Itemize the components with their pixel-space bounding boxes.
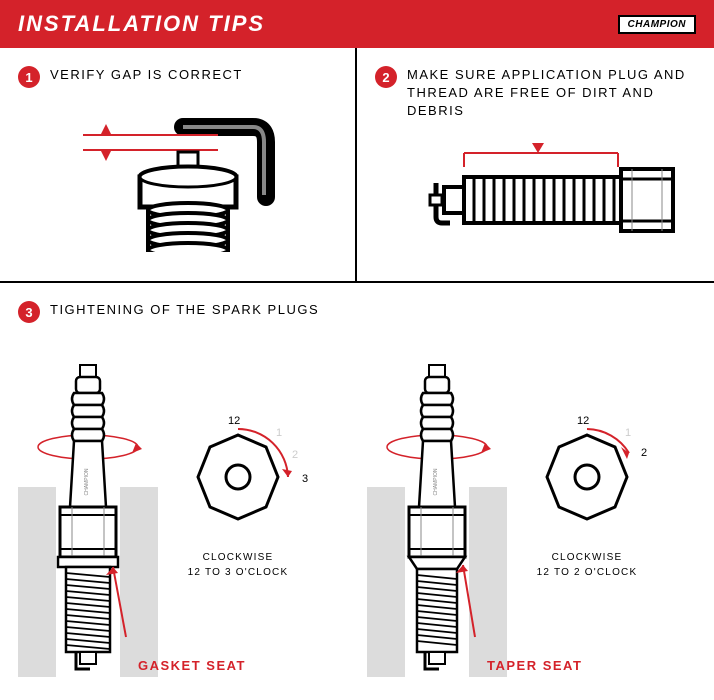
step-1-number: 1 [18,66,40,88]
taper-plug-illustration: CHAMPION [367,357,507,677]
gasket-dial: 12 1 2 3 CLOCKWISE 12 TO 3 O'CLOCK [158,417,318,617]
bottom-content: CHAMPION [18,337,696,677]
caption-line-2-r: 12 TO 2 O'CLOCK [537,567,638,578]
gap-illustration [18,102,337,252]
panel-step-3: 3 Tightening of the spark plugs [0,283,714,687]
dial-12-r: 12 [577,415,589,427]
dial-2-faded: 2 [292,449,298,461]
dial-1-faded-r: 1 [625,427,631,439]
caption-line-1: CLOCKWISE [203,552,274,563]
brand-logo: CHAMPION [618,15,696,34]
dial-3: 3 [302,473,308,485]
step-2-number: 2 [375,66,397,88]
taper-dial-caption: CLOCKWISE 12 TO 2 O'CLOCK [507,550,667,580]
top-row: 1 Verify gap is correct [0,48,714,283]
panel-step-1: 1 Verify gap is correct [0,48,357,281]
dial-2-r: 2 [641,447,647,459]
thread-illustration [375,135,696,265]
gasket-seat-group: CHAMPION [18,337,347,677]
taper-plug-svg: CHAMPION [367,357,507,677]
panel-step-2: 2 Make sure application plug and thread … [357,48,714,281]
step-2-head: 2 Make sure application plug and thread … [375,66,696,121]
header-bar: INSTALLATION TIPS CHAMPION [0,0,714,48]
taper-dial: 12 1 2 CLOCKWISE 12 TO 2 O'CLOCK [507,417,667,617]
taper-seat-label: TAPER SEAT [487,658,582,673]
header-title: INSTALLATION TIPS [18,11,265,37]
step-3-head: 3 Tightening of the spark plugs [18,301,696,323]
gasket-dial-caption: CLOCKWISE 12 TO 3 O'CLOCK [158,550,318,580]
gasket-plug-illustration: CHAMPION [18,357,158,677]
svg-text:CHAMPION: CHAMPION [433,468,439,495]
step-3-text: Tightening of the spark plugs [50,301,319,319]
gasket-plug-svg: CHAMPION [18,357,158,677]
step-1-text: Verify gap is correct [50,66,243,84]
step-2-text: Make sure application plug and thread ar… [407,66,696,121]
taper-seat-group: CHAMPION [367,337,696,677]
step-1-head: 1 Verify gap is correct [18,66,337,88]
caption-line-1-r: CLOCKWISE [552,552,623,563]
gap-svg [48,102,308,252]
step-3-number: 3 [18,301,40,323]
svg-text:CHAMPION: CHAMPION [84,468,90,495]
thread-svg [386,135,686,265]
gasket-seat-label: GASKET SEAT [138,658,246,673]
caption-line-2: 12 TO 3 O'CLOCK [188,567,289,578]
dial-1-faded: 1 [276,427,282,439]
dial-12: 12 [228,415,240,427]
